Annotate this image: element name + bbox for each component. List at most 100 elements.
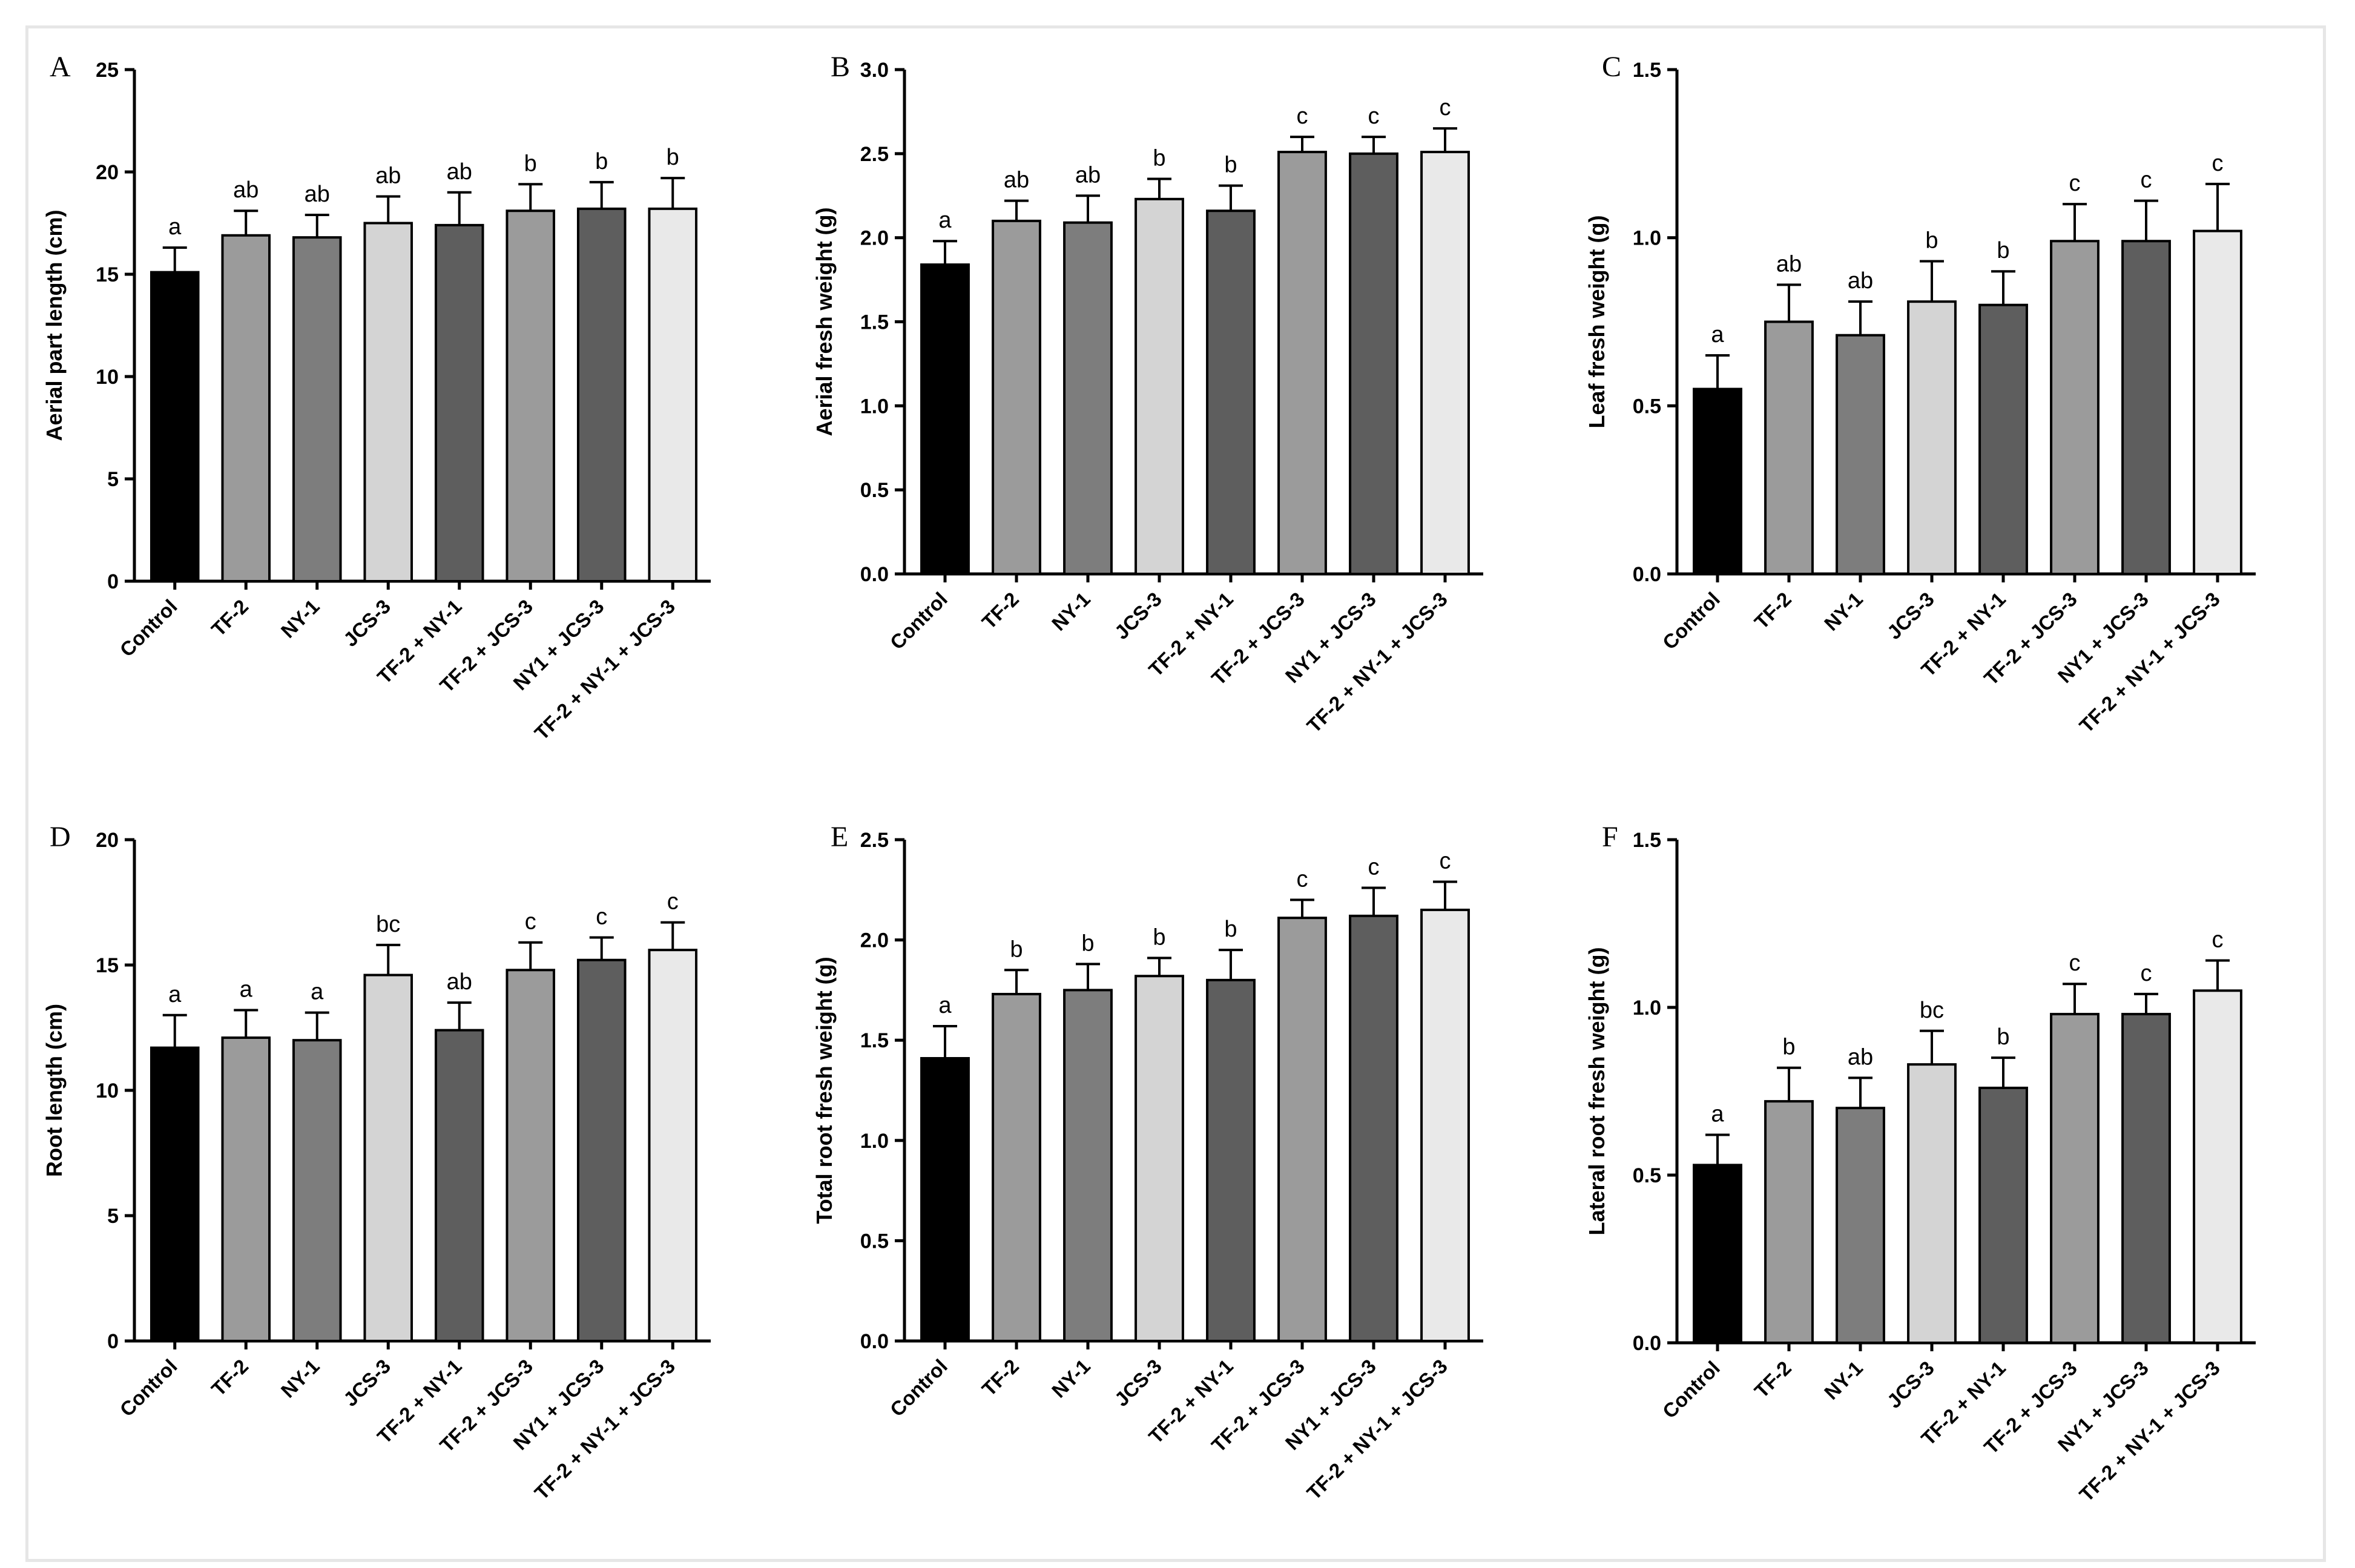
bar [1420,908,1470,1343]
y-tick-label: 0 [107,1330,119,1353]
significance-label: ab [1075,162,1101,188]
category-label: TF-2 + NY-1 + JCS-3 [530,595,680,745]
y-tick-label: 0.0 [1633,563,1661,586]
bar [2121,1013,2171,1344]
bar [920,263,970,575]
significance-label: b [524,151,537,176]
y-tick-label: 1.5 [1633,59,1661,82]
significance-label: a [938,993,952,1018]
y-tick-label: 5 [107,468,119,491]
bar [221,234,271,582]
y-tick-label: 15 [96,263,119,286]
significance-label: b [1224,917,1237,942]
y-tick-label: 25 [96,59,119,82]
significance-label: a [1711,322,1724,348]
significance-label: bc [1920,998,1944,1023]
category-label: NY-1 [277,1355,324,1402]
y-axis-title: Total root fresh weight (g) [812,957,837,1224]
significance-label: a [168,982,182,1007]
significance-label: b [595,149,608,174]
significance-label: b [1010,937,1023,962]
bar [150,271,200,582]
significance-label: c [2212,927,2224,952]
bar [1063,221,1113,575]
bar [992,993,1041,1343]
panel-letter: D [50,821,71,853]
significance-label: c [2141,168,2152,193]
bar [1063,989,1113,1342]
y-tick-label: 3.0 [860,59,889,82]
category-label: Control [1658,588,1724,654]
y-tick-label: 10 [96,366,119,389]
category-label: Control [116,1355,182,1421]
y-axis-title: Aerial fresh weight (g) [812,207,837,436]
significance-label: a [311,980,324,1005]
category-label: TF-2 [978,1355,1023,1400]
y-tick-label: 0.5 [860,479,889,502]
category-label: Control [886,588,952,654]
category-label: TF-2 + NY-1 + JCS-3 [1302,1355,1452,1504]
category-label: JCS-3 [1883,588,1938,644]
bar [2050,1013,2100,1344]
bar [1836,1107,1885,1344]
category-label: JCS-3 [1110,588,1166,644]
significance-label: c [2141,961,2152,986]
panel-letter: B [831,51,850,83]
y-tick-label: 20 [96,161,119,184]
significance-label: c [1368,854,1380,880]
significance-label: ab [1848,268,1873,294]
significance-label: c [1297,104,1308,129]
bar [506,209,556,583]
bar [1277,917,1327,1342]
category-label: TF-2 + NY-1 + JCS-3 [530,1355,680,1504]
significance-label: b [1997,1024,2009,1050]
bar [2050,240,2100,576]
panel-letter: E [831,821,848,853]
bar [1693,387,1742,575]
category-label: NY-1 [1820,1357,1867,1404]
y-tick-label: 0.5 [860,1230,889,1253]
significance-label: c [1297,866,1308,892]
bar [1206,209,1256,575]
bar [1836,334,1885,575]
bar [2121,240,2171,576]
y-tick-label: 0.0 [860,1330,889,1353]
significance-label: c [2212,151,2224,176]
bar [1907,300,1957,575]
bar [2193,229,2242,575]
bar [992,219,1041,575]
significance-label: c [596,904,607,929]
bar [1277,151,1327,576]
bar [1978,1086,2028,1344]
category-label: NY-1 [1820,588,1867,635]
significance-label: b [1081,931,1094,956]
category-label: NY-1 [277,595,324,642]
bar [648,949,698,1343]
category-label: TF-2 + NY-1 + JCS-3 [1302,588,1452,737]
y-tick-label: 5 [107,1205,119,1228]
category-label: JCS-3 [1883,1357,1938,1412]
category-label: TF-2 [207,1355,252,1400]
category-label: JCS-3 [1110,1355,1166,1411]
y-tick-label: 1.0 [1633,227,1661,250]
significance-label: b [1997,238,2009,263]
significance-label: bc [376,912,400,937]
category-label: TF-2 [1750,1357,1796,1402]
y-tick-label: 2.0 [860,227,889,250]
y-axis-title: Root length (cm) [42,1004,67,1177]
bar [506,969,556,1342]
significance-label: b [667,145,679,170]
y-tick-label: 0.5 [1633,395,1661,418]
bar [221,1036,271,1343]
category-label: Control [116,595,182,661]
category-label: Control [886,1355,952,1421]
y-axis-title: Leaf fresh weight (g) [1584,215,1609,428]
y-tick-label: 2.5 [860,829,889,852]
bar [1764,1100,1814,1344]
bar [1135,975,1184,1342]
significance-label: c [525,909,536,935]
significance-label: ab [1776,251,1802,277]
chart-panel-b: B 0.0 0.5 1.0 1.5 2.0 2.5 3.0 Aerial fresh weigh… [812,51,1483,737]
y-tick-label: 2.5 [860,143,889,166]
significance-label: ab [233,177,259,203]
